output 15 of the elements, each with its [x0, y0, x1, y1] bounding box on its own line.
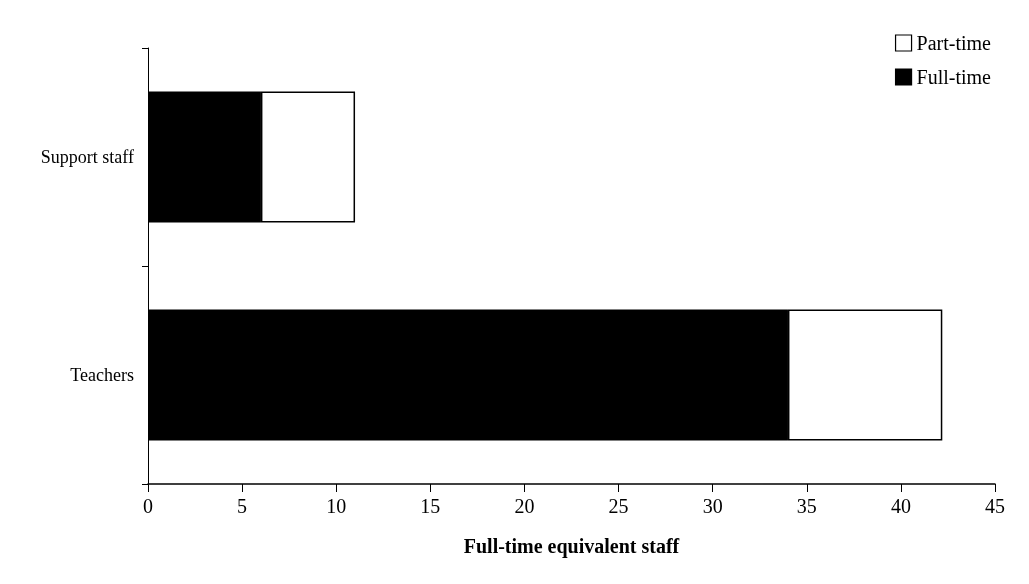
- x-tick-label: 25: [608, 495, 629, 517]
- y-tick-label: Teachers: [70, 365, 134, 385]
- x-tick-label: 20: [514, 495, 535, 517]
- x-tick-label: 30: [702, 495, 723, 517]
- legend-label: Full-time: [916, 66, 992, 88]
- x-tick-label: 10: [326, 495, 347, 517]
- x-axis-title: Full-time equivalent staff: [463, 535, 680, 558]
- x-tick-label: 15: [420, 495, 441, 517]
- x-tick-label: 45: [985, 495, 1005, 517]
- legend-label: Part-time: [916, 32, 992, 54]
- x-tick-label: 5: [237, 495, 248, 517]
- x-tick-label: 40: [890, 495, 911, 517]
- x-tick-label: 35: [796, 495, 817, 517]
- y-tick-label: Support staff: [40, 147, 134, 167]
- x-tick-label: 0: [143, 495, 153, 517]
